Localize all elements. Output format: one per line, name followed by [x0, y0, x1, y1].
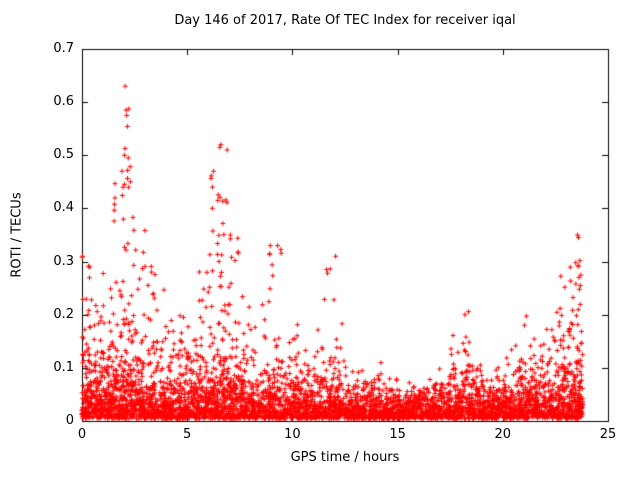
chart-title: Day 146 of 2017, Rate Of TEC Index for r… — [174, 13, 516, 28]
y-tick-label: 0.2 — [53, 306, 74, 322]
y-axis-label: ROTI / TECUs — [9, 192, 25, 278]
y-tick-label: 0.4 — [53, 200, 74, 216]
y-tick-label: 0.7 — [53, 41, 74, 56]
x-tick-label: 20 — [494, 427, 512, 442]
y-tick-label: 0.3 — [53, 253, 74, 269]
y-tick-label: 0 — [65, 413, 74, 428]
x-tick-label: 0 — [77, 427, 87, 442]
x-axis-label: GPS time / hours — [290, 450, 400, 465]
x-tick-label: 10 — [284, 427, 301, 442]
y-tick-label: 0.1 — [53, 359, 74, 375]
y-tick-label: 0.6 — [53, 94, 74, 110]
x-tick-label: 15 — [389, 427, 406, 442]
x-tick-label: 25 — [599, 427, 617, 442]
x-tick-label: 5 — [183, 427, 192, 442]
y-tick-label: 0.5 — [53, 147, 74, 163]
